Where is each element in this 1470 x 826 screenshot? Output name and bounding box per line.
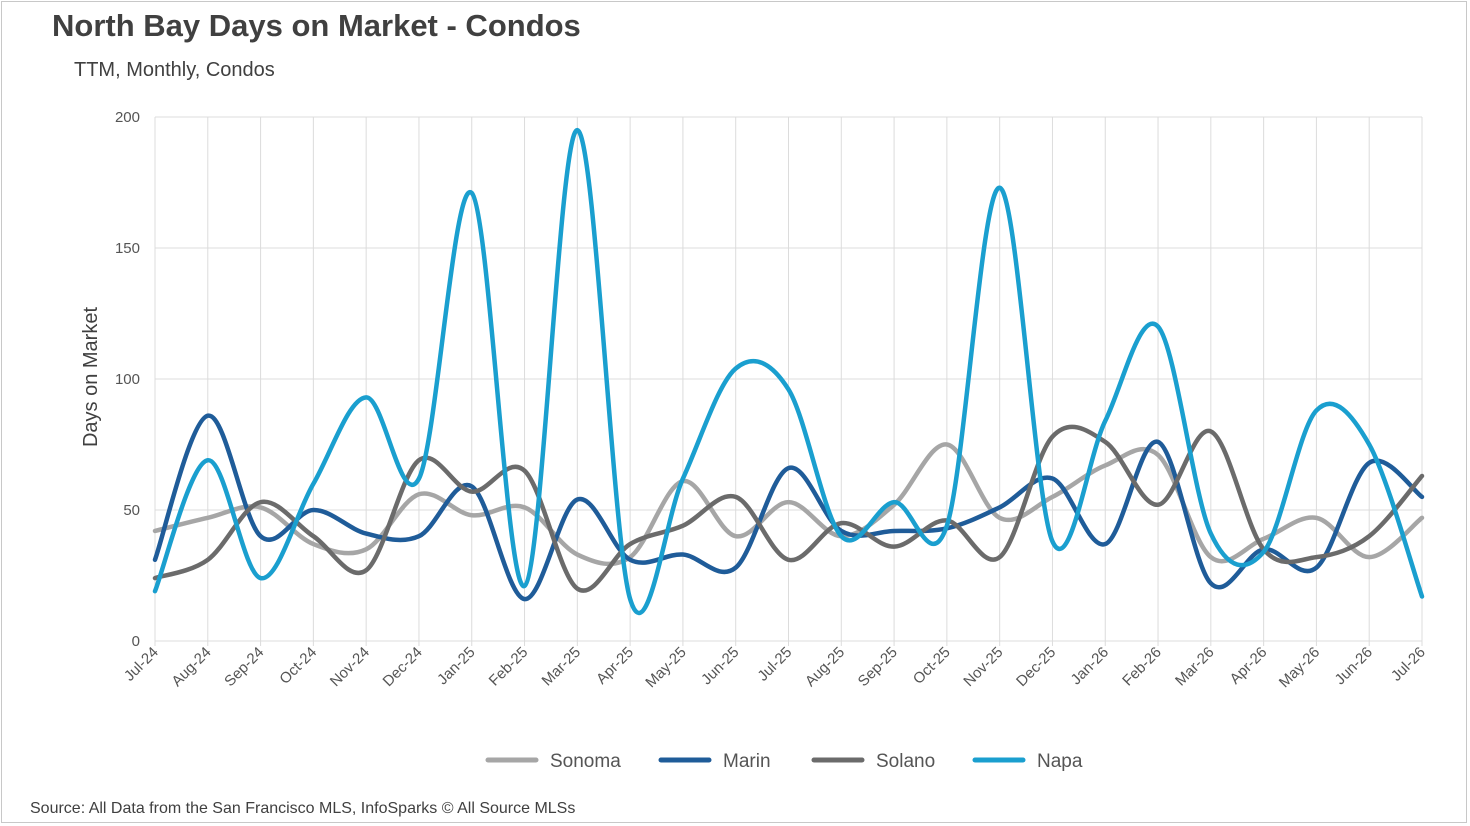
y-axis-label: Days on Market <box>80 307 102 447</box>
x-tick-label: Apr-25 <box>593 644 637 688</box>
x-tick-label: Apr-26 <box>1227 644 1271 688</box>
x-tick-label: Jun-25 <box>698 644 742 688</box>
x-tick-label: Aug-25 <box>802 644 848 690</box>
series-line-napa <box>152 127 1425 616</box>
grid-lines <box>154 116 1423 646</box>
x-tick-label: Jun-26 <box>1332 644 1376 688</box>
x-tick-label: Dec-25 <box>1013 644 1059 690</box>
x-tick-label: Feb-25 <box>486 644 532 690</box>
x-tick-label: Jan-26 <box>1068 644 1112 688</box>
x-tick-label: May-25 <box>642 644 689 691</box>
y-tick-label: 150 <box>115 240 140 257</box>
x-tick-label: Nov-24 <box>327 644 373 690</box>
y-tick-label: 100 <box>115 371 140 388</box>
x-tick-label: Jul-25 <box>754 644 795 685</box>
x-tick-label: Sep-25 <box>855 644 901 690</box>
x-tick-label: Oct-25 <box>910 644 954 688</box>
legend-label-solano: Solano <box>876 751 935 772</box>
x-tick-label: Aug-24 <box>168 644 214 690</box>
legend-label-marin: Marin <box>723 751 771 772</box>
x-tick-label: Oct-24 <box>276 644 320 688</box>
x-tick-label: Feb-26 <box>1119 644 1165 690</box>
x-tick-label: Dec-24 <box>380 644 426 690</box>
source-note: Source: All Data from the San Francisco … <box>30 800 576 817</box>
y-axis-ticks: 0 50 100 150 200 <box>115 109 140 650</box>
x-tick-label: Jul-24 <box>121 644 162 685</box>
x-tick-label: Jan-25 <box>434 644 478 688</box>
x-tick-label: Jul-26 <box>1388 644 1429 685</box>
series-line-solano <box>152 424 1425 593</box>
y-tick-label: 0 <box>132 633 140 650</box>
x-axis-ticks: Jul-24 Aug-24 Sep-24 Oct-24 Nov-24 Dec-24 Jan-… <box>121 644 1429 691</box>
chart-title: North Bay Days on Market - Condos <box>52 8 581 43</box>
x-tick-label: May-26 <box>1276 644 1323 691</box>
y-tick-label: 200 <box>115 109 140 126</box>
legend-label-sonoma: Sonoma <box>550 751 621 772</box>
legend-label-napa: Napa <box>1037 751 1083 772</box>
x-tick-label: Mar-25 <box>539 644 585 690</box>
x-tick-label: Nov-25 <box>960 644 1006 690</box>
x-tick-label: Mar-26 <box>1172 644 1218 690</box>
y-tick-label: 50 <box>123 502 140 519</box>
chart-subtitle: TTM, Monthly, Condos <box>74 59 275 81</box>
series-line-marin <box>152 413 1425 602</box>
series-lines <box>152 127 1425 616</box>
x-tick-label: Sep-24 <box>221 644 267 690</box>
legend: Sonoma Marin Solano Napa <box>485 751 1083 772</box>
